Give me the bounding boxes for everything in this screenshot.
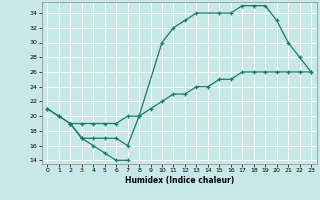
X-axis label: Humidex (Indice chaleur): Humidex (Indice chaleur)	[124, 176, 234, 185]
